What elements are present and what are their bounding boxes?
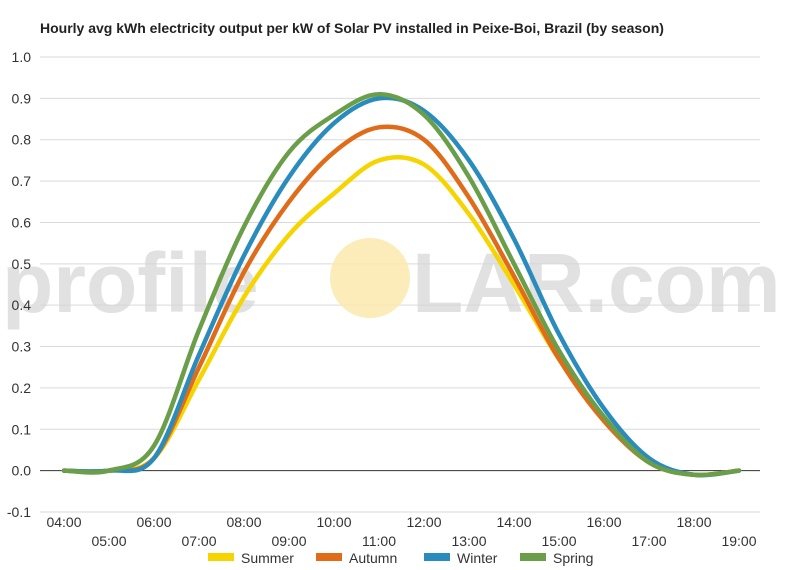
- y-tick-label: 1.0: [12, 49, 32, 65]
- watermark-text-right: LAR.com: [412, 236, 781, 330]
- y-tick-label: 0.5: [12, 256, 32, 272]
- x-tick-label: 18:00: [676, 514, 711, 530]
- y-tick-label: 0.1: [12, 421, 32, 437]
- x-tick-label: 09:00: [271, 533, 306, 549]
- y-tick-label: 0.2: [12, 380, 32, 396]
- x-tick-label: 08:00: [226, 514, 261, 530]
- y-tick-label: 0.0: [12, 463, 32, 479]
- legend: Summer Autumn Winter Spring: [208, 550, 593, 566]
- y-tick-label: 0.3: [12, 339, 32, 355]
- x-tick-label: 13:00: [451, 533, 486, 549]
- y-tick-label: 0.6: [12, 214, 32, 230]
- legend-label-winter: Winter: [457, 550, 498, 566]
- y-tick-label: 0.4: [12, 297, 32, 313]
- legend-label-autumn: Autumn: [349, 550, 397, 566]
- watermark-sun-icon: [330, 238, 410, 318]
- x-tick-label: 10:00: [316, 514, 351, 530]
- x-tick-label: 05:00: [91, 533, 126, 549]
- y-tick-label: 0.9: [12, 90, 32, 106]
- legend-swatch-spring: [520, 553, 546, 561]
- y-tick-label: 0.7: [12, 173, 32, 189]
- x-tick-label: 19:00: [721, 533, 756, 549]
- y-axis: 1.0 0.9 0.8 0.7 0.6 0.5 0.4 0.3 0.2 0.1 0.0 -0.1: [7, 49, 31, 520]
- x-tick-label: 12:00: [406, 514, 441, 530]
- x-tick-label: 04:00: [46, 514, 81, 530]
- x-tick-label: 15:00: [541, 533, 576, 549]
- chart-title: Hourly avg kWh electricity output per kW…: [40, 20, 664, 36]
- x-tick-label: 17:00: [631, 533, 666, 549]
- x-tick-label: 07:00: [181, 533, 216, 549]
- series-line-spring: [61, 91, 742, 478]
- y-tick-label: 0.8: [12, 132, 32, 148]
- legend-swatch-winter: [424, 553, 450, 561]
- x-tick-label: 16:00: [586, 514, 621, 530]
- legend-swatch-autumn: [316, 553, 342, 561]
- x-tick-label: 11:00: [362, 533, 396, 549]
- x-tick-label: 14:00: [496, 514, 531, 530]
- x-axis: 04:00 05:00 06:00 07:00 08:00 09:00 10:00 11:00…: [46, 514, 756, 549]
- series-lines: [61, 91, 742, 478]
- legend-label-summer: Summer: [241, 550, 294, 566]
- legend-label-spring: Spring: [553, 550, 593, 566]
- y-tick-label: -0.1: [7, 504, 31, 520]
- legend-swatch-summer: [208, 553, 234, 561]
- watermark: profile LAR.com: [2, 236, 781, 330]
- x-tick-label: 06:00: [136, 514, 171, 530]
